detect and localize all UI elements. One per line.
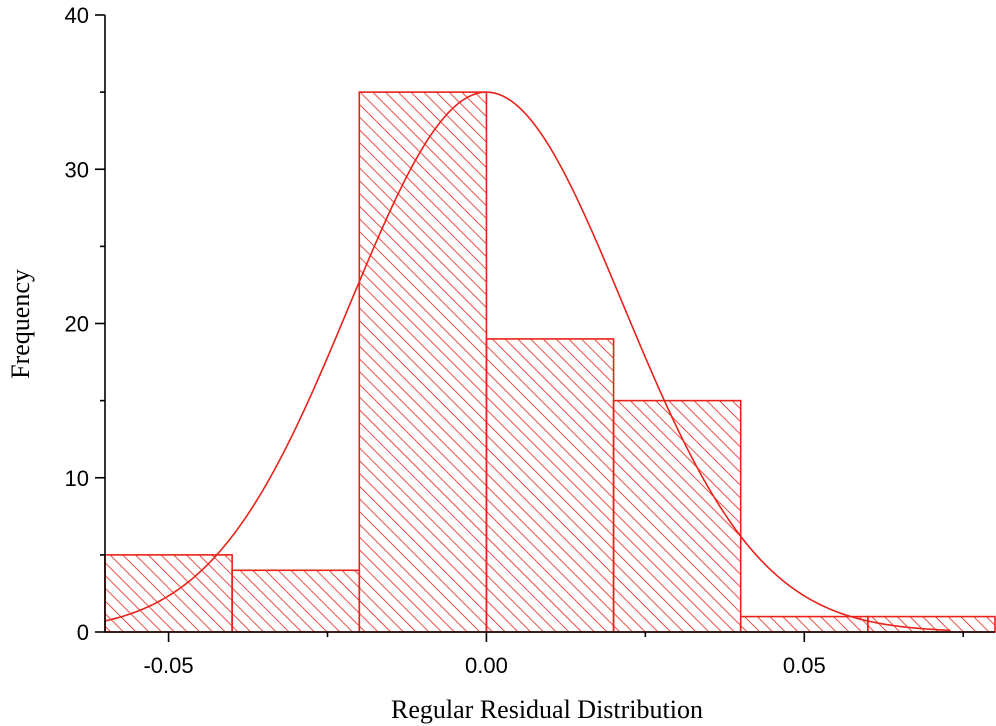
x-tick-label: 0.00 [465,653,508,678]
y-axis-title: Frequency [6,269,35,379]
axes-layer: 0 10 20 30 40 -0.05 0.00 0.05 [65,3,995,678]
histogram-bar [739,615,869,633]
y-tick-label: 30 [65,157,89,182]
y-tick-label: 20 [65,312,89,337]
histogram-bar [104,554,233,633]
x-axis-title: Regular Residual Distribution [391,695,703,724]
y-tick-label: 0 [77,620,89,645]
histogram-bar [358,91,488,633]
y-tick-label: 40 [65,3,89,28]
x-tick-label: -0.05 [143,653,193,678]
histogram-bar [485,338,615,633]
histogram-bar [231,569,361,633]
y-tick-label: 10 [65,466,89,491]
x-tick-label: 0.05 [783,653,826,678]
normal-fit-curve [104,91,951,632]
histogram-bar [612,399,742,633]
bars-layer [104,91,996,633]
